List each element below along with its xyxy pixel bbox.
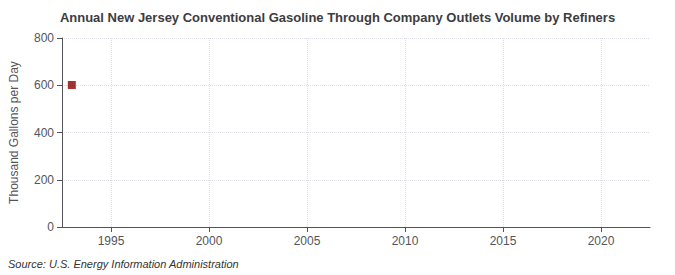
svg-text:2000: 2000 <box>196 234 223 248</box>
svg-text:1995: 1995 <box>98 234 125 248</box>
svg-text:Thousand Gallons per Day: Thousand Gallons per Day <box>7 61 21 204</box>
svg-text:0: 0 <box>47 220 54 234</box>
svg-text:800: 800 <box>34 31 54 45</box>
svg-text:Source: U.S. Energy Informatio: Source: U.S. Energy Information Administ… <box>8 258 239 270</box>
svg-text:600: 600 <box>34 78 54 92</box>
svg-text:2015: 2015 <box>490 234 517 248</box>
svg-text:200: 200 <box>34 173 54 187</box>
svg-text:2020: 2020 <box>588 234 615 248</box>
svg-text:Annual New Jersey Conventional: Annual New Jersey Conventional Gasoline … <box>60 10 615 25</box>
svg-text:2010: 2010 <box>392 234 419 248</box>
svg-text:2005: 2005 <box>294 234 321 248</box>
svg-text:400: 400 <box>34 126 54 140</box>
